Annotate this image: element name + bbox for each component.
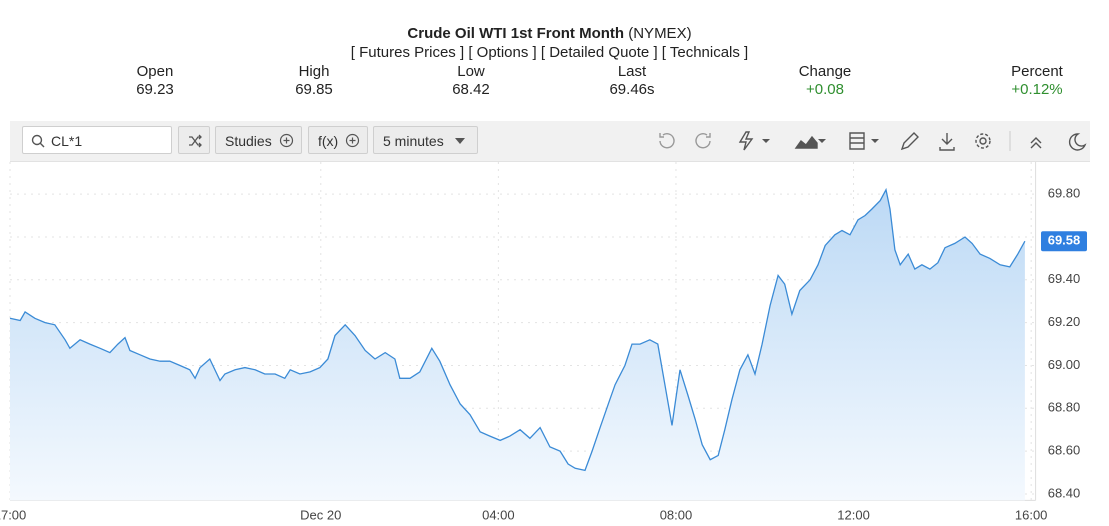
quote-value: 69.23 xyxy=(136,81,174,98)
layout[interactable] xyxy=(849,132,865,150)
interval-select[interactable]: 5 minutes xyxy=(373,126,478,154)
last-price-label: 69.58 xyxy=(1048,233,1081,248)
y-tick-label: 69.40 xyxy=(1048,271,1081,286)
y-tick-label: 69.20 xyxy=(1048,314,1081,329)
chart: 68.4068.6068.8069.0069.2069.4069.6069.80… xyxy=(0,162,1087,522)
header-title: Crude Oil WTI 1st Front Month (NYMEX) xyxy=(0,25,1099,42)
quote-cell: High 69.85 xyxy=(259,63,369,99)
x-tick-label: 12:00 xyxy=(837,507,870,522)
button-label: Studies xyxy=(225,133,272,149)
y-tick-label: 69.00 xyxy=(1048,357,1081,372)
price-line xyxy=(9,187,1026,472)
link-row: [ Futures Prices ] [ Options ] [ Detaile… xyxy=(0,44,1099,61)
quote-cell: Percent +0.12% xyxy=(982,63,1092,99)
y-tick-label: 68.80 xyxy=(1048,400,1081,415)
symbol-search[interactable]: CL*1 xyxy=(22,126,172,154)
y-tick-label: 68.40 xyxy=(1048,485,1081,500)
instrument-name: Crude Oil WTI 1st Front Month xyxy=(407,25,625,42)
quote-cell: Change +0.08 xyxy=(770,63,880,99)
theme[interactable] xyxy=(1068,133,1087,151)
plus-icon xyxy=(345,133,360,148)
function-button[interactable]: f(x) xyxy=(308,126,368,154)
download[interactable] xyxy=(939,133,955,151)
x-tick-label: 08:00 xyxy=(660,507,693,522)
tool-icons xyxy=(659,131,1087,151)
link[interactable]: [ Technicals ] xyxy=(661,44,749,61)
button-label: f(x) xyxy=(318,133,339,149)
quote-cell: Open 69.23 xyxy=(100,63,210,99)
quote-label: Percent xyxy=(1011,63,1063,80)
interval: 5 minutes xyxy=(383,133,444,149)
quote-value: 69.85 xyxy=(295,81,333,98)
quote-value: +0.12% xyxy=(1011,81,1063,98)
redo[interactable] xyxy=(695,133,711,149)
quote-label: Change xyxy=(798,63,852,80)
quote-value: +0.08 xyxy=(806,81,844,98)
chart-type[interactable] xyxy=(794,135,818,149)
x-tick-label: 16:00 xyxy=(1015,507,1048,522)
exchange: (NYMEX) xyxy=(628,25,692,42)
studies-button[interactable]: Studies xyxy=(215,126,302,154)
quote-value: 69.46s xyxy=(609,81,655,98)
drawing-tool[interactable] xyxy=(738,131,754,151)
link[interactable]: [ Options ] xyxy=(468,44,537,61)
quote-label: Open xyxy=(136,63,174,80)
search-icon xyxy=(31,134,45,148)
quote-value: 68.42 xyxy=(452,81,490,98)
y-tick-label: 68.60 xyxy=(1048,443,1081,458)
link[interactable]: [ Futures Prices ] xyxy=(350,44,465,61)
quote-label: High xyxy=(298,63,330,80)
x-tick-label: Dec 20 xyxy=(300,507,341,522)
quote-label: Last xyxy=(617,63,647,80)
y-tick-label: 69.80 xyxy=(1048,186,1081,201)
quote-cell: Low 68.42 xyxy=(416,63,526,99)
caret xyxy=(455,138,465,144)
undo[interactable] xyxy=(659,133,675,149)
x-tick-label: 17:00 xyxy=(0,507,26,522)
collapse[interactable] xyxy=(1030,137,1042,149)
quote-label: Low xyxy=(457,63,485,80)
link[interactable]: [ Detailed Quote ] xyxy=(540,44,658,61)
compare-button[interactable] xyxy=(178,126,210,154)
shuffle-icon xyxy=(189,134,202,148)
settings[interactable] xyxy=(979,137,987,145)
toolbar: CL*1 Studies f(x) 5 minutes xyxy=(10,121,1090,162)
last-price-badge xyxy=(1041,231,1087,252)
x-tick-label: 04:00 xyxy=(482,507,515,522)
symbol: CL*1 xyxy=(51,133,83,149)
pencil[interactable] xyxy=(900,132,919,151)
plus-icon xyxy=(279,133,294,148)
quote-cell: Last 69.46s xyxy=(577,63,687,99)
area-fill xyxy=(10,189,1025,501)
